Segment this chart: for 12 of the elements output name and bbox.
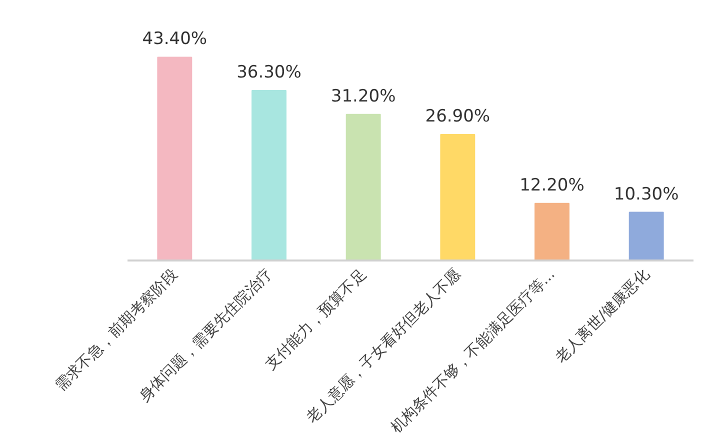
- data-label: 43.40%: [142, 29, 208, 50]
- bar: [534, 202, 570, 260]
- bar: [157, 56, 192, 260]
- bar: [628, 212, 664, 260]
- data-label: 31.20%: [330, 86, 396, 106]
- data-label: 26.90%: [425, 106, 490, 127]
- bar: [440, 134, 476, 260]
- data-label: 10.30%: [614, 184, 679, 204]
- bar: [346, 114, 381, 260]
- bar: [252, 90, 286, 260]
- data-label: 36.30%: [236, 62, 302, 82]
- data-label: 12.20%: [520, 175, 584, 196]
